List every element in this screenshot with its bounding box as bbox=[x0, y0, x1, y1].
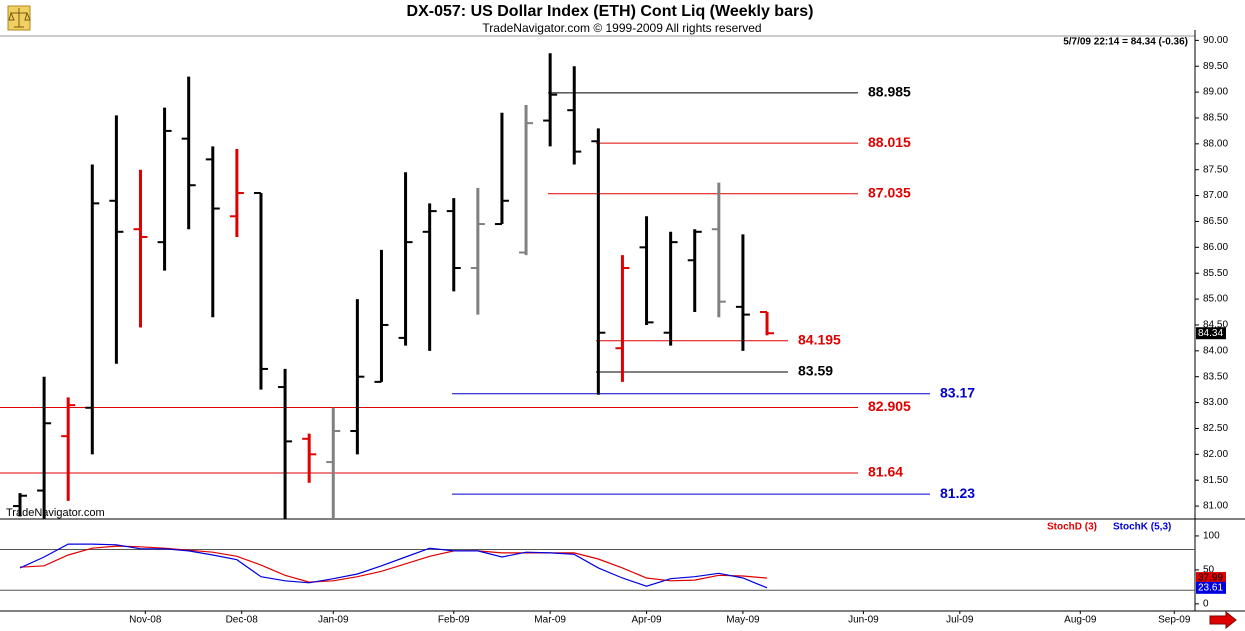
logo-scales bbox=[8, 8, 31, 28]
legend-entry: StochD (3) bbox=[1047, 522, 1097, 533]
y-tick-label: 86.00 bbox=[1203, 242, 1228, 253]
price-bars bbox=[13, 53, 775, 519]
x-tick-label: May-09 bbox=[726, 615, 760, 626]
x-tick-label: Dec-08 bbox=[226, 615, 259, 626]
y-tick-label: 87.00 bbox=[1203, 190, 1228, 201]
last-price-label: 84.34 bbox=[1198, 328, 1223, 339]
level-label: 81.64 bbox=[868, 464, 903, 480]
y-tick-label: 81.50 bbox=[1203, 475, 1228, 486]
last-price-box bbox=[1196, 327, 1226, 340]
y-tick-label: 84.50 bbox=[1203, 320, 1228, 331]
x-tick-label: Nov-08 bbox=[129, 615, 162, 626]
y-tick-label: 84.00 bbox=[1203, 345, 1228, 356]
stoch-line bbox=[19, 543, 768, 589]
level-label: 88.015 bbox=[868, 134, 911, 150]
x-tick-label: Jun-09 bbox=[848, 615, 879, 626]
quote: 5/7/09 22:14 = 84.34 (-0.36) bbox=[1063, 37, 1188, 48]
y-tick-label: 90.00 bbox=[1203, 35, 1228, 46]
x-tick-label: Sep-09 bbox=[1158, 615, 1191, 626]
y-tick-label: 89.00 bbox=[1203, 87, 1228, 98]
watermark: TradeNavigator.com bbox=[6, 507, 105, 519]
chart-title: DX-057: US Dollar Index (ETH) Cont Liq (… bbox=[407, 3, 814, 20]
level-label: 83.17 bbox=[940, 384, 975, 400]
level-label: 87.035 bbox=[868, 184, 911, 200]
logo bbox=[7, 5, 31, 31]
last-value-label: 23.61 bbox=[1198, 582, 1223, 593]
legend-entry: StochK (5,3) bbox=[1113, 522, 1171, 533]
level-label: 84.195 bbox=[798, 331, 841, 347]
last-value-box bbox=[1196, 581, 1226, 594]
last-value-box bbox=[1196, 572, 1226, 585]
x-tick-label: Jul-09 bbox=[946, 615, 974, 626]
y-tick-label: 100 bbox=[1203, 531, 1220, 542]
y-tick-label: 50 bbox=[1203, 565, 1215, 576]
level-label: 88.985 bbox=[868, 84, 911, 100]
y-tick-label: 86.50 bbox=[1203, 216, 1228, 227]
y-tick-label: 83.00 bbox=[1203, 397, 1228, 408]
x-tick-label: Mar-09 bbox=[534, 615, 566, 626]
y-tick-label: 0 bbox=[1203, 598, 1209, 609]
y-tick-label: 85.00 bbox=[1203, 294, 1228, 305]
x-tick-label: Jan-09 bbox=[318, 615, 349, 626]
y-tick-label: 89.50 bbox=[1203, 61, 1228, 72]
level-label: 83.59 bbox=[798, 363, 833, 379]
chart-subtitle: TradeNavigator.com © 1999-2009 All right… bbox=[482, 21, 761, 35]
y-tick-label: 87.50 bbox=[1203, 164, 1228, 175]
y-tick-label: 88.00 bbox=[1203, 138, 1228, 149]
stoch-line bbox=[19, 545, 768, 583]
level-label: 81.23 bbox=[940, 485, 975, 501]
y-tick-label: 81.00 bbox=[1203, 501, 1228, 512]
scroll-arrow[interactable] bbox=[1209, 610, 1237, 630]
y-tick-label: 82.50 bbox=[1203, 423, 1228, 434]
level-label: 82.905 bbox=[868, 398, 911, 414]
y-tick-label: 88.50 bbox=[1203, 113, 1228, 124]
x-tick-label: Feb-09 bbox=[438, 615, 470, 626]
y-tick-label: 82.00 bbox=[1203, 449, 1228, 460]
x-tick-label: Aug-09 bbox=[1064, 615, 1097, 626]
last-value-label: 37.99 bbox=[1198, 573, 1223, 584]
x-tick-label: Apr-09 bbox=[632, 615, 662, 626]
y-tick-label: 83.50 bbox=[1203, 371, 1228, 382]
y-tick-label: 85.50 bbox=[1203, 268, 1228, 279]
